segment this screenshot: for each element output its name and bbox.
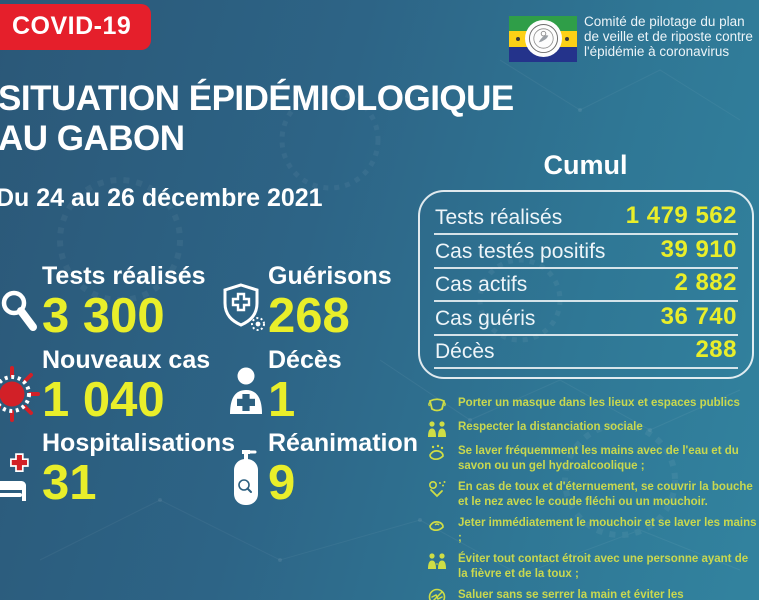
reco-text: En cas de toux et d'éternuement, se couv… bbox=[458, 480, 753, 508]
stat-value: 3 300 bbox=[42, 289, 165, 343]
list-item: Se laver fréquemment les mains avec de l… bbox=[427, 444, 757, 474]
stat-value: 1 bbox=[268, 373, 296, 427]
list-item: Jeter immédiatement le mouchoir et se la… bbox=[427, 516, 757, 546]
cumul-row-deces: Décès 288 bbox=[434, 336, 738, 369]
hospital-bed-icon bbox=[0, 453, 29, 501]
stat-label: Réanimation bbox=[268, 429, 419, 457]
person-cross-icon bbox=[230, 367, 262, 414]
recommendations-list: Porter un masque dans les lieux et espac… bbox=[427, 396, 757, 600]
reco-text: Éviter tout contact étroit avec une pers… bbox=[458, 552, 749, 580]
stat-label: Tests réalisés bbox=[42, 262, 206, 290]
cumul-row-gueris: Cas guéris 36 740 bbox=[434, 302, 738, 336]
stat-hospitalisations: Hospitalisations 31 bbox=[0, 429, 235, 507]
shield-cross-virus-icon bbox=[223, 283, 265, 331]
cumul-row-tests: Tests réalisés 1 479 562 bbox=[434, 202, 738, 236]
stat-reanimation: Réanimation 9 bbox=[224, 429, 418, 507]
flag-dot-left bbox=[516, 37, 520, 41]
reco-text: Porter un masque dans les lieux et espac… bbox=[458, 397, 740, 409]
cumul-row-label: Tests réalisés bbox=[435, 206, 563, 230]
oxygen-tank-icon bbox=[234, 450, 258, 505]
reco-text: Jeter immédiatement le mouchoir et se la… bbox=[458, 516, 757, 544]
gabon-flag-logo bbox=[509, 16, 577, 62]
page-title-line1: SITUATION ÉPIDÉMIOLOGIQUE bbox=[0, 79, 514, 118]
reporting-period: Du 24 au 26 décembre 2021 bbox=[0, 184, 323, 212]
list-item: En cas de toux et d'éternuement, se couv… bbox=[427, 480, 757, 510]
stat-value: 31 bbox=[42, 456, 97, 510]
stat-tests-realises: Tests réalisés 3 300 bbox=[0, 262, 206, 340]
cumul-row-value: 1 479 562 bbox=[625, 202, 737, 230]
mask-icon bbox=[428, 398, 446, 412]
cumul-row-positifs: Cas testés positifs 39 910 bbox=[434, 235, 738, 269]
virus-icon bbox=[0, 366, 40, 422]
cumul-row-label: Cas guéris bbox=[435, 306, 536, 330]
magnifier-icon bbox=[1, 290, 37, 331]
list-item: Porter un masque dans les lieux et espac… bbox=[427, 396, 757, 414]
cumul-row-label: Décès bbox=[435, 339, 495, 363]
stat-guerisons: Guérisons 268 bbox=[223, 262, 392, 343]
stat-deces: Décès 1 bbox=[224, 346, 342, 424]
committee-name: Comité de pilotage du plan de veille et … bbox=[584, 14, 759, 59]
flag-seal-emblem bbox=[525, 20, 562, 57]
stat-label: Décès bbox=[268, 346, 342, 374]
avoid-contact-icon bbox=[428, 553, 446, 569]
stat-label: Nouveaux cas bbox=[42, 346, 211, 374]
reco-text: Saluer sans se serrer la main et éviter … bbox=[458, 588, 684, 600]
stat-nouveaux-cas: Nouveaux cas 1 040 bbox=[0, 346, 210, 424]
stat-label: Guérisons bbox=[268, 262, 392, 290]
stat-label: Hospitalisations bbox=[42, 429, 236, 457]
cumul-row-value: 36 740 bbox=[660, 302, 737, 330]
cumul-row-label: Cas actifs bbox=[435, 273, 528, 297]
cumul-row-value: 39 910 bbox=[660, 235, 737, 263]
reco-text: Respecter la distanciation sociale bbox=[458, 421, 643, 433]
covid19-badge: COVID-19 bbox=[0, 4, 152, 50]
list-item: Éviter tout contact étroit avec une pers… bbox=[427, 552, 757, 582]
cumul-row-actifs: Cas actifs 2 882 bbox=[434, 269, 738, 303]
page-title: SITUATION ÉPIDÉMIOLOGIQUE AU GABON bbox=[0, 79, 514, 160]
flag-dot-right bbox=[565, 37, 569, 41]
stat-value: 1 040 bbox=[42, 373, 165, 427]
committee-name-line3: l'épidémie à coronavirus bbox=[584, 44, 730, 60]
hand-wash-icon bbox=[429, 444, 444, 461]
no-handshake-icon bbox=[428, 588, 446, 600]
page-title-line2: AU GABON bbox=[0, 119, 185, 159]
cumul-row-label: Cas testés positifs bbox=[435, 239, 606, 263]
committee-name-line2: de veille et de riposte contre bbox=[584, 29, 753, 45]
cumul-panel: Tests réalisés 1 479 562 Cas testés posi… bbox=[418, 190, 754, 379]
cumul-row-value: 2 882 bbox=[674, 269, 737, 297]
stat-value: 268 bbox=[268, 289, 350, 343]
list-item: Saluer sans se serrer la main et éviter … bbox=[427, 588, 757, 600]
social-distance-icon bbox=[428, 421, 446, 437]
reco-text: Se laver fréquemment les mains avec de l… bbox=[458, 445, 739, 472]
committee-name-line1: Comité de pilotage du plan bbox=[584, 14, 745, 29]
list-item: Respecter la distanciation sociale bbox=[427, 420, 757, 438]
cough-elbow-icon bbox=[428, 480, 446, 498]
cumul-title: Cumul bbox=[543, 150, 628, 180]
stat-value: 9 bbox=[268, 456, 296, 510]
tissue-dispose-icon bbox=[429, 520, 444, 531]
cumul-row-value: 288 bbox=[695, 335, 737, 363]
